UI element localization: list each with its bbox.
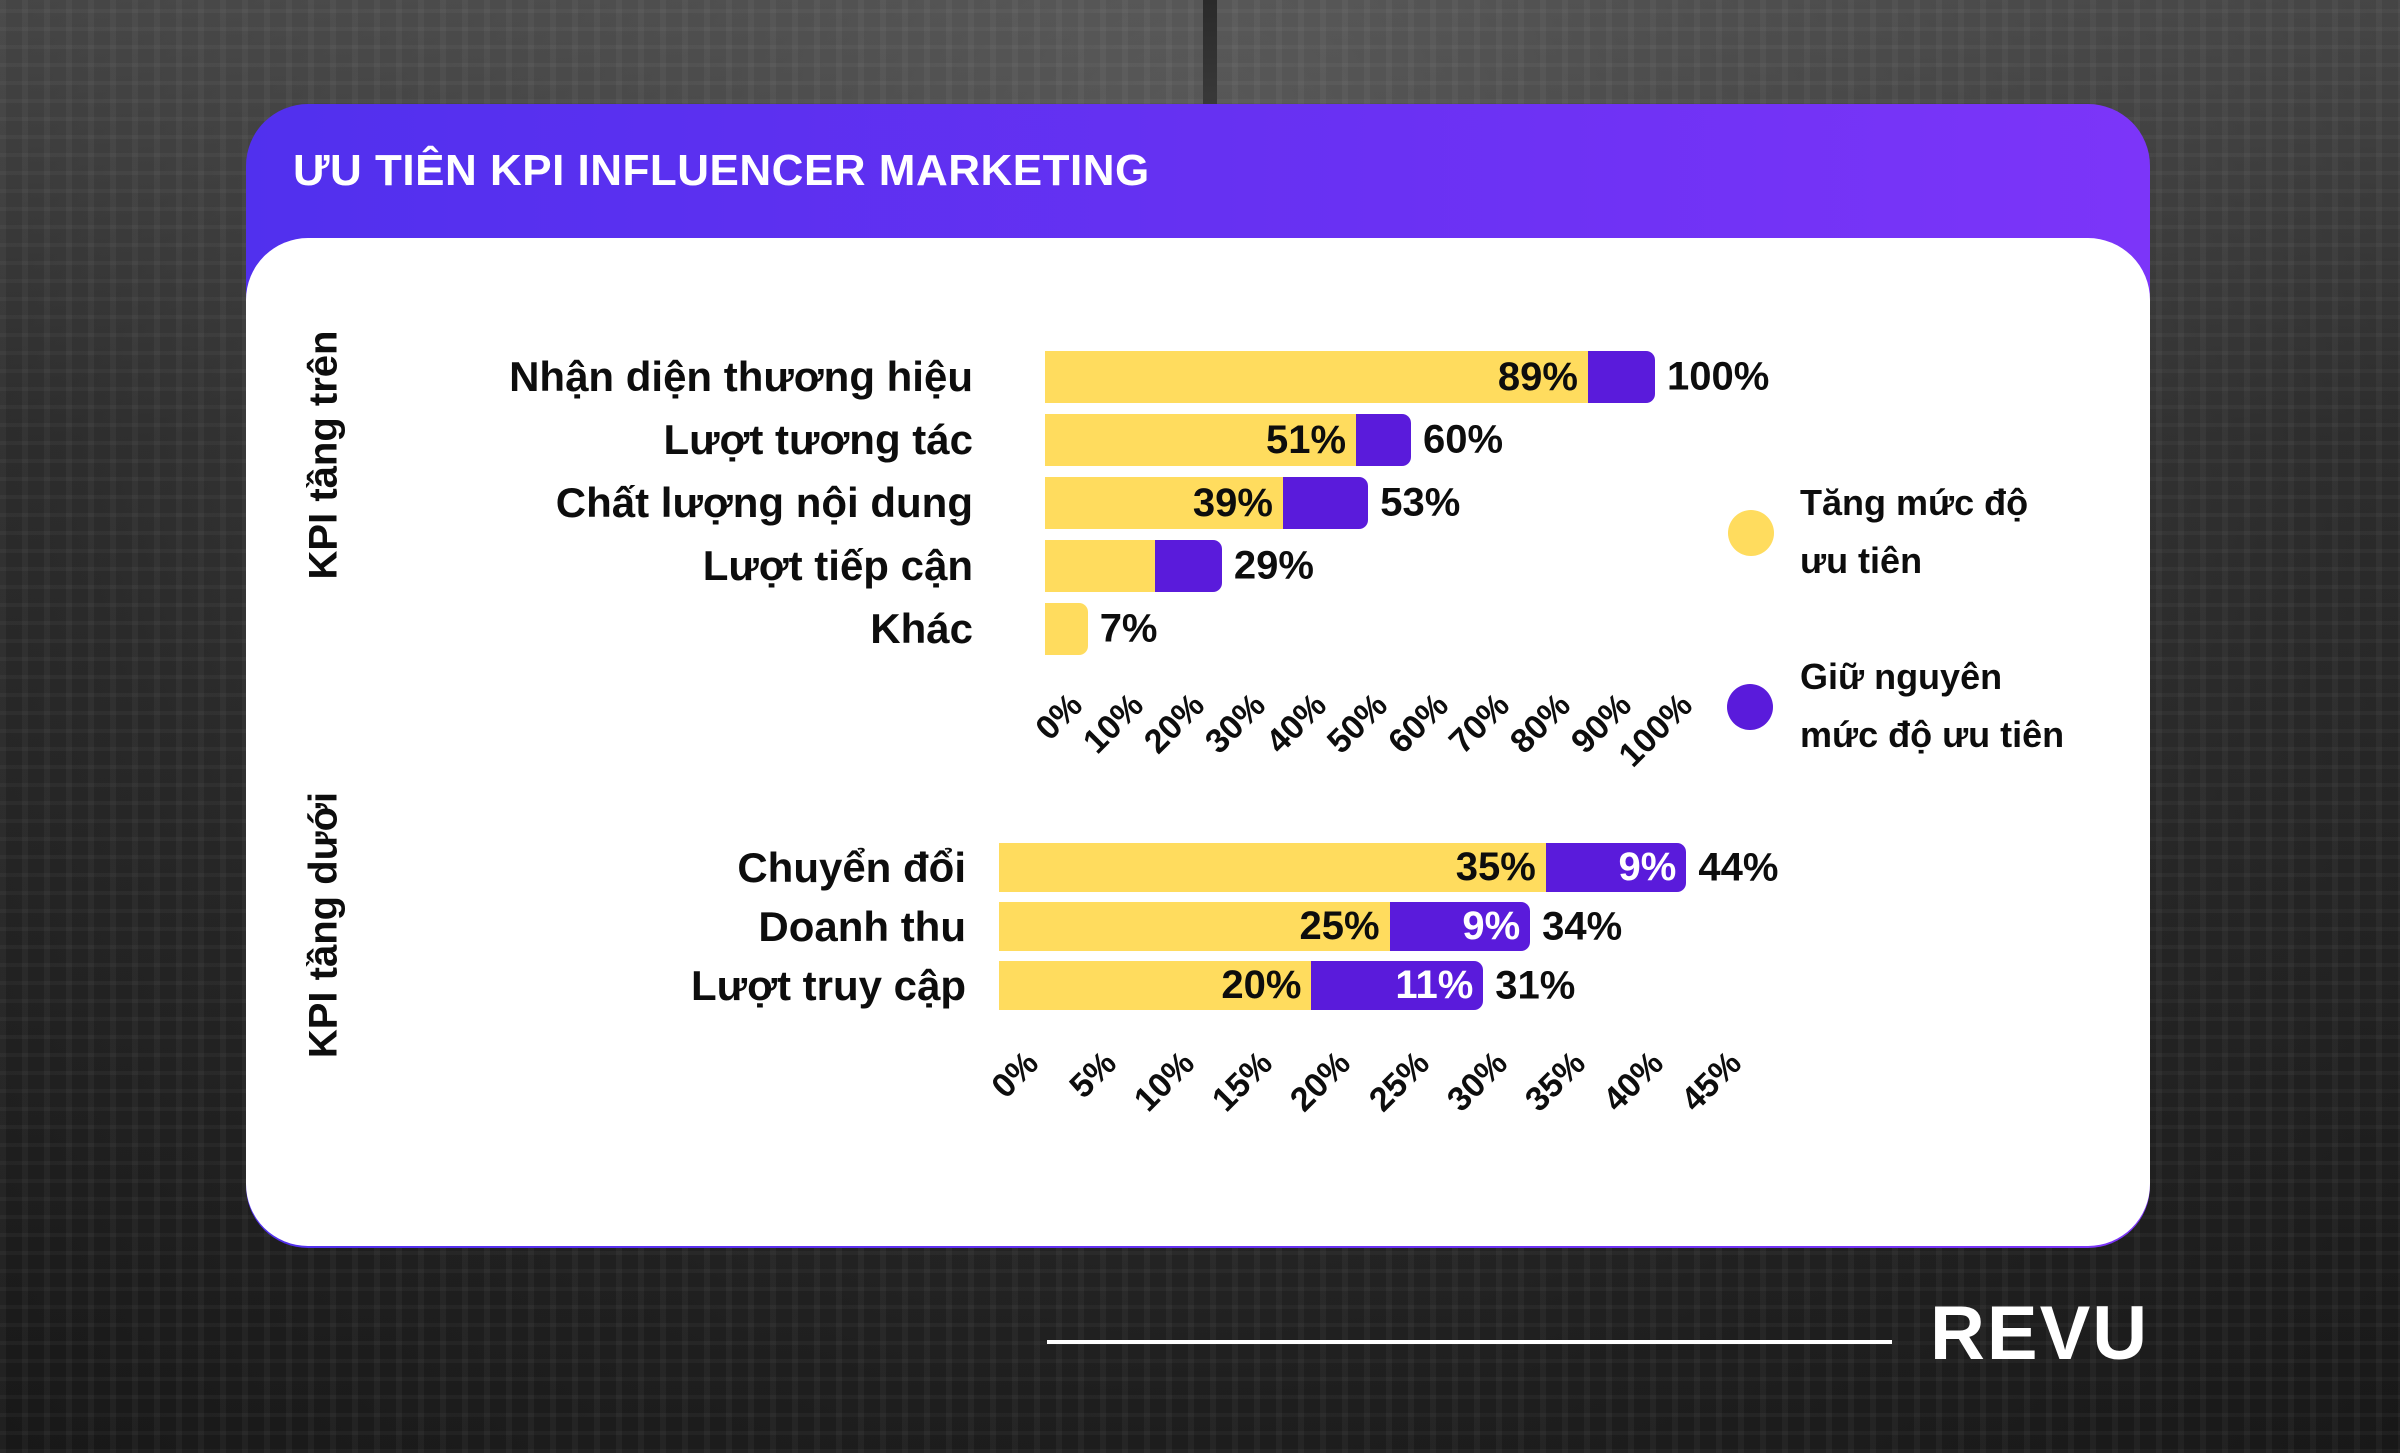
total-value-label: 7% bbox=[1099, 606, 1158, 651]
segment-value-label: 20% bbox=[1221, 963, 1302, 1007]
total-value-label: 60% bbox=[1423, 417, 1504, 462]
bar-row bbox=[1045, 540, 1222, 592]
bar-row bbox=[1045, 603, 1088, 655]
bar-segment-keep bbox=[1587, 351, 1655, 403]
category-label: Chất lượng nội dung bbox=[555, 479, 973, 526]
category-label: Lượt truy cập bbox=[691, 961, 966, 1009]
category-label: Lượt tương tác bbox=[663, 416, 973, 463]
category-label: Chuyển đổi bbox=[737, 843, 966, 891]
bar-segment-increase: 51% bbox=[1045, 414, 1357, 466]
bar-segment-increase: 35% bbox=[999, 843, 1546, 892]
legend-keep-line-1: Giữ nguyên bbox=[1800, 656, 2003, 697]
bar-segment-keep: 9% bbox=[1545, 843, 1687, 892]
bar-segment-increase bbox=[1045, 540, 1155, 592]
bar-segment-increase: 89% bbox=[1045, 351, 1588, 403]
bar-row: 25% 9% bbox=[999, 902, 1531, 951]
segment-value-label: 25% bbox=[1299, 904, 1380, 948]
bar-segment-increase: 25% bbox=[999, 902, 1390, 951]
legend-increase-line-2: ưu tiên bbox=[1800, 540, 1923, 581]
chart-card bbox=[246, 238, 2150, 1246]
category-label: Doanh thu bbox=[758, 902, 966, 950]
bar-segment-keep bbox=[1356, 414, 1411, 466]
total-value-label: 29% bbox=[1233, 543, 1314, 588]
segment-value-label: 9% bbox=[1618, 845, 1677, 889]
total-value-label: 34% bbox=[1542, 904, 1623, 948]
bar-segment-keep: 11% bbox=[1311, 961, 1484, 1010]
lower-kpi-axis-label: KPI tầng dưới bbox=[301, 791, 346, 1059]
revu-logo: REVU bbox=[1930, 1291, 2150, 1376]
legend-keep-line-2: mức độ ưu tiên bbox=[1800, 714, 2065, 755]
total-value-label: 100% bbox=[1667, 354, 1770, 399]
legend-increase-label: Tăng mức độ ưu tiên bbox=[1800, 474, 2028, 590]
segment-value-label: 51% bbox=[1266, 417, 1347, 462]
upper-kpi-axis-label: KPI tầng trên bbox=[301, 330, 346, 580]
segment-value-label: 35% bbox=[1455, 845, 1536, 889]
bar-row: 51% bbox=[1045, 414, 1411, 466]
page-title: ƯU TIÊN KPI INFLUENCER MARKETING bbox=[293, 146, 1150, 195]
legend-keep-label: Giữ nguyên mức độ ưu tiên bbox=[1800, 648, 2064, 764]
total-value-label: 31% bbox=[1495, 963, 1576, 1007]
category-label: Khác bbox=[870, 605, 973, 652]
segment-value-label: 11% bbox=[1395, 963, 1474, 1007]
total-value-label: 53% bbox=[1380, 480, 1461, 525]
segment-value-label: 89% bbox=[1497, 354, 1578, 399]
bar-segment-keep bbox=[1282, 477, 1369, 529]
segment-value-label: 9% bbox=[1462, 904, 1521, 948]
bar-row: 35% 9% bbox=[999, 843, 1687, 892]
legend-increase-line-1: Tăng mức độ bbox=[1800, 482, 2029, 523]
bar-segment-increase bbox=[1045, 603, 1088, 655]
bar-segment-keep: 9% bbox=[1389, 902, 1531, 951]
building-spire bbox=[1203, 0, 1217, 110]
category-label: Lượt tiếp cận bbox=[702, 542, 973, 589]
legend-increase-swatch-icon bbox=[1728, 510, 1774, 556]
bar-row: 39% bbox=[1045, 477, 1369, 529]
total-value-label: 44% bbox=[1698, 845, 1779, 889]
category-label: Nhận diện thương hiệu bbox=[509, 353, 973, 400]
footer-divider bbox=[1047, 1340, 1892, 1344]
legend-keep-swatch-icon bbox=[1727, 684, 1773, 730]
bar-row: 89% bbox=[1045, 351, 1655, 403]
bar-row: 20% 11% bbox=[999, 961, 1484, 1010]
bar-segment-increase: 39% bbox=[1045, 477, 1283, 529]
segment-value-label: 39% bbox=[1192, 480, 1273, 525]
bar-segment-increase: 20% bbox=[999, 961, 1312, 1010]
bar-segment-keep bbox=[1154, 540, 1222, 592]
